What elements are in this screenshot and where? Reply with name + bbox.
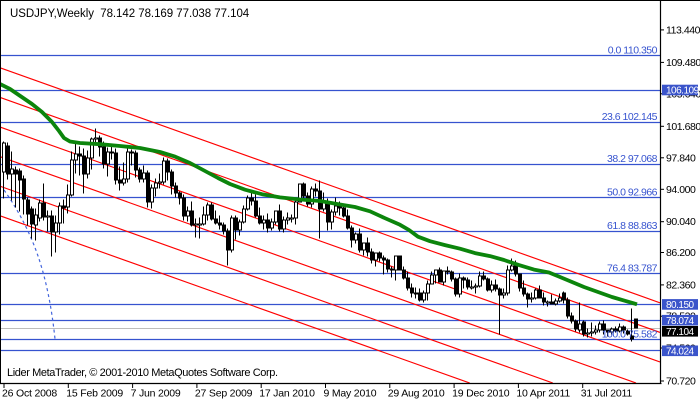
svg-text:USDJPY,Weekly 78.142 78.169 7: USDJPY,Weekly 78.142 78.169 77.038 77.10… (10, 8, 250, 20)
svg-text:17 Jan 2010: 17 Jan 2010 (259, 388, 315, 400)
svg-text:Lider MetaTrader, © 2001-2010: Lider MetaTrader, © 2001-2010 MetaQuotes… (7, 367, 278, 379)
svg-text:86.200: 86.200 (666, 247, 696, 259)
svg-text:50.0 92.966: 50.0 92.966 (607, 187, 658, 199)
svg-text:82.360: 82.360 (666, 279, 696, 291)
svg-text:38.2 97.068: 38.2 97.068 (607, 153, 658, 165)
svg-text:109.480: 109.480 (666, 57, 700, 69)
svg-text:0.0 110.350: 0.0 110.350 (608, 45, 658, 57)
svg-text:70.720: 70.720 (666, 376, 696, 388)
svg-text:61.8 88.863: 61.8 88.863 (607, 220, 658, 232)
svg-text:23.6 102.145: 23.6 102.145 (602, 111, 658, 123)
svg-text:15 Feb 2009: 15 Feb 2009 (66, 388, 123, 400)
svg-text:106.109: 106.109 (666, 86, 700, 97)
svg-text:77.104: 77.104 (666, 327, 695, 338)
svg-text:29 Aug 2010: 29 Aug 2010 (388, 388, 445, 400)
svg-text:80.150: 80.150 (666, 300, 695, 311)
svg-text:7 Jun 2009: 7 Jun 2009 (131, 388, 181, 400)
svg-text:90.040: 90.040 (666, 216, 696, 228)
svg-text:94.000: 94.000 (666, 184, 696, 196)
svg-text:97.840: 97.840 (666, 152, 696, 164)
svg-text:78.074: 78.074 (666, 316, 695, 327)
svg-text:101.680: 101.680 (666, 121, 700, 133)
svg-text:113.440: 113.440 (666, 24, 700, 36)
svg-text:76.4 83.787: 76.4 83.787 (607, 263, 658, 275)
svg-text:26 Oct 2008: 26 Oct 2008 (2, 388, 57, 400)
svg-text:74.024: 74.024 (666, 346, 695, 357)
svg-text:100.0 75.582: 100.0 75.582 (602, 329, 658, 341)
svg-text:9 May 2010: 9 May 2010 (324, 388, 377, 400)
svg-text:27 Sep 2009: 27 Sep 2009 (195, 388, 253, 400)
svg-text:19 Dec 2010: 19 Dec 2010 (452, 388, 510, 400)
svg-text:31 Jul 2011: 31 Jul 2011 (581, 388, 633, 400)
svg-text:10 Apr 2011: 10 Apr 2011 (516, 388, 570, 400)
